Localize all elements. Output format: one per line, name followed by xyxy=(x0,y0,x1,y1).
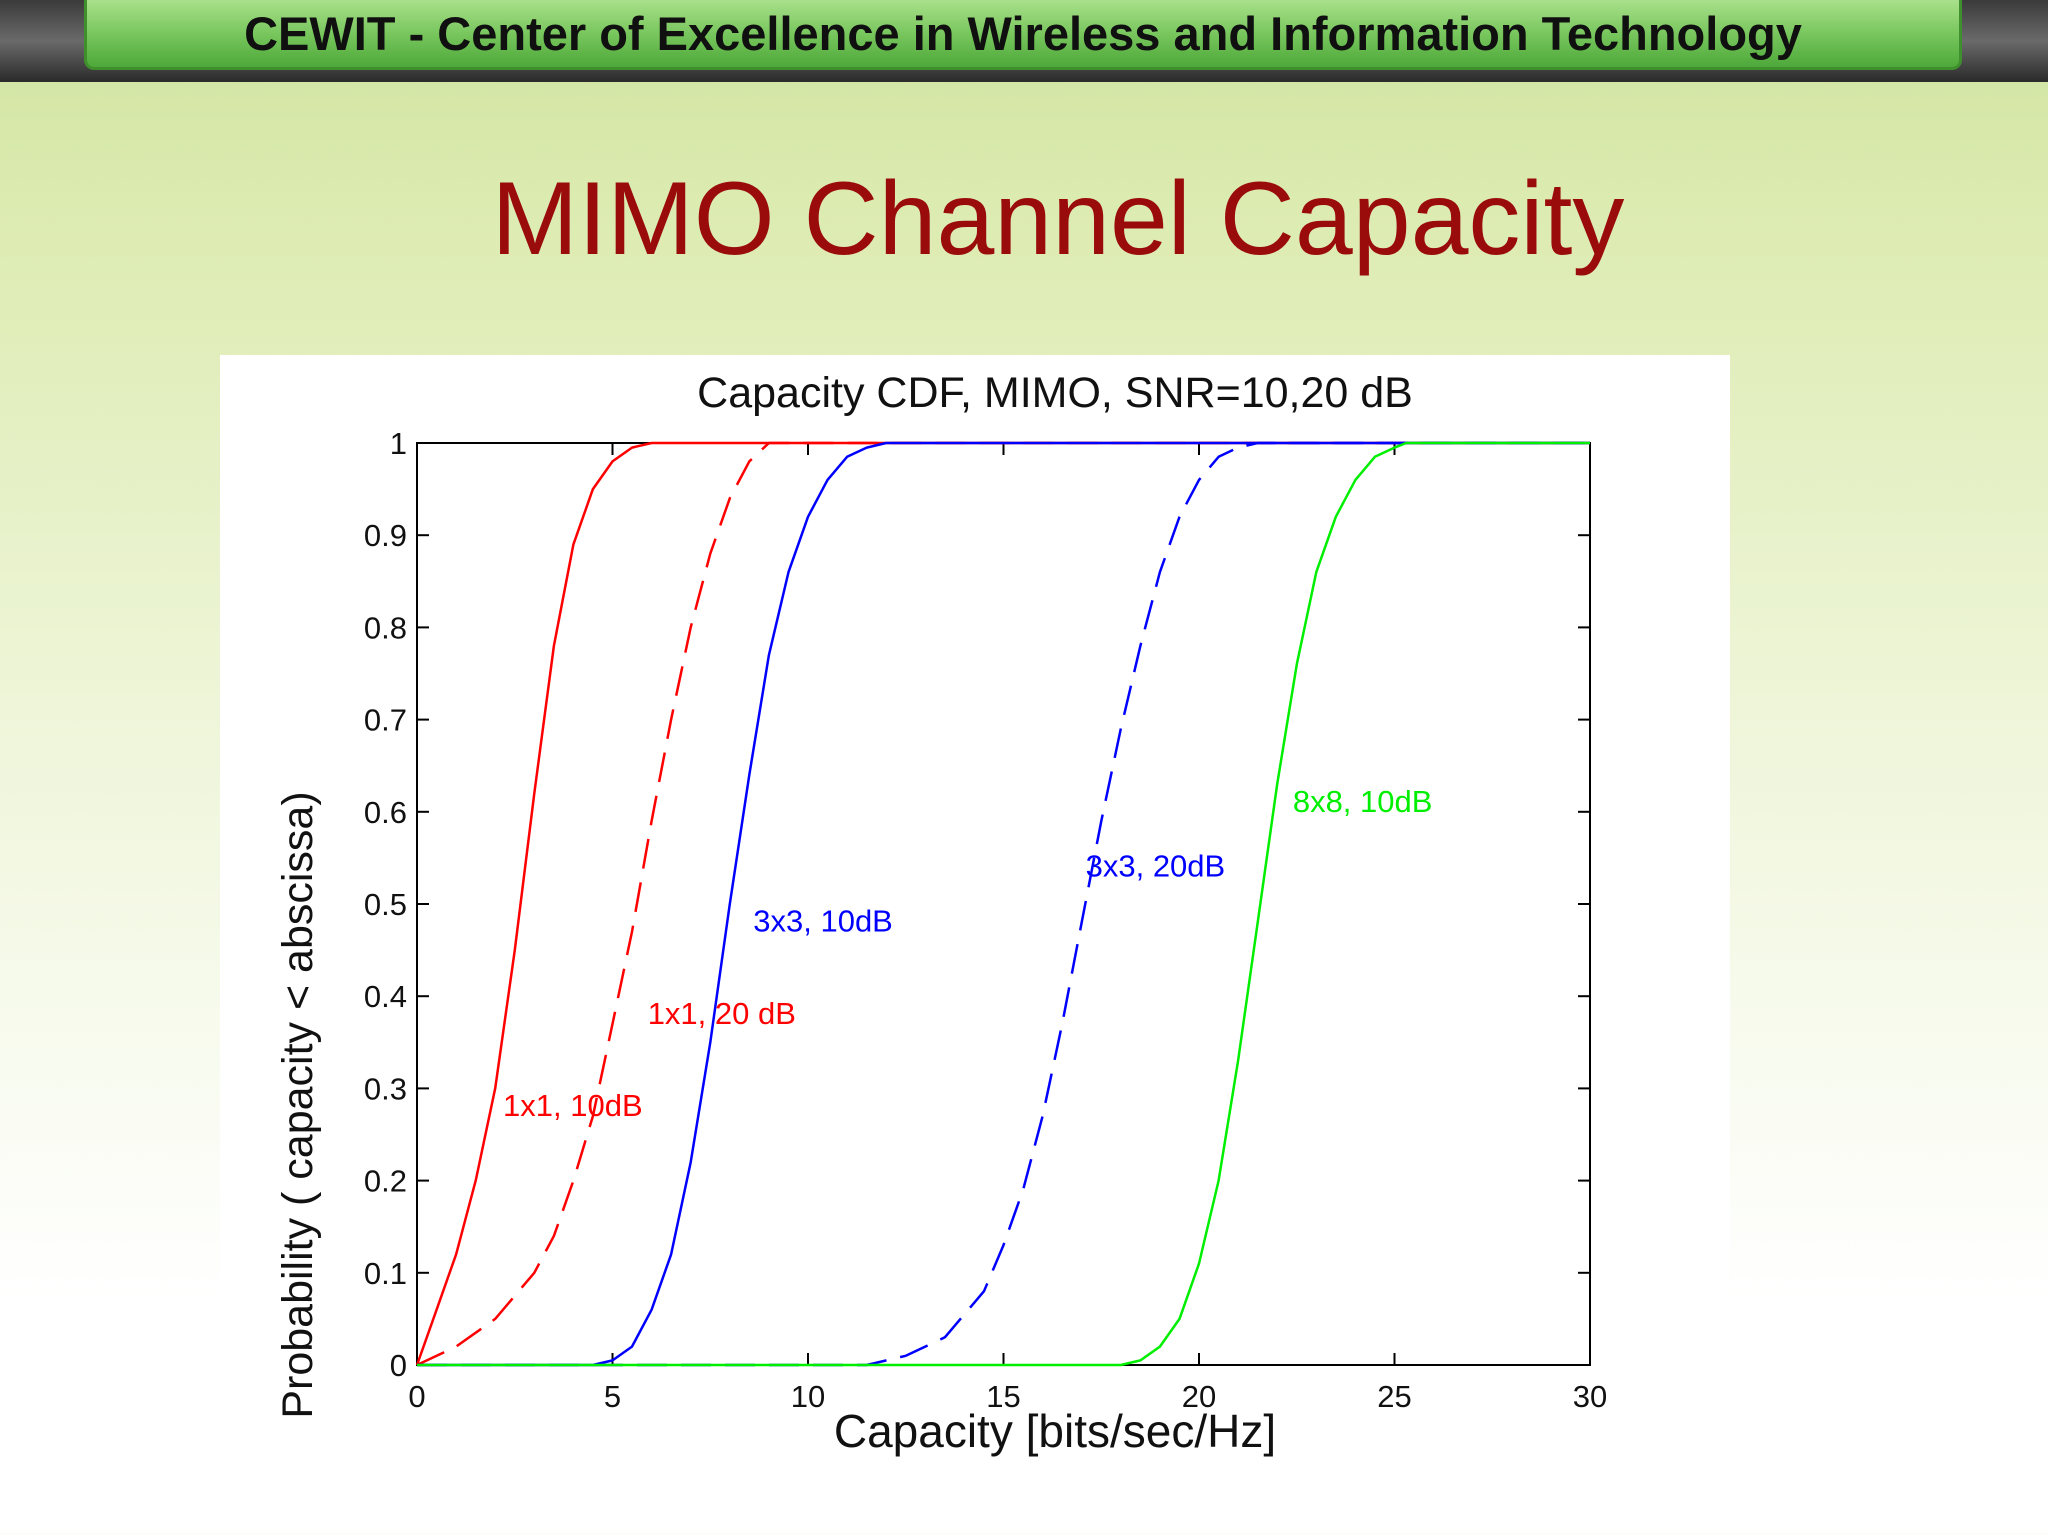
top-bar: CEWIT - Center of Excellence in Wireless… xyxy=(0,0,2048,82)
series-label-2: 1x1, 20 dB xyxy=(648,996,796,1031)
slide-title: MIMO Channel Capacity xyxy=(491,161,1625,277)
x-tick-label: 25 xyxy=(1377,1379,1411,1414)
series-label-1: 1x1, 10dB xyxy=(503,1088,643,1123)
y-tick-label: 0.2 xyxy=(364,1164,407,1199)
y-tick-label: 0.9 xyxy=(364,518,407,553)
y-axis-label: Probability ( capacity < abscissa) xyxy=(274,791,322,1418)
y-tick-label: 1 xyxy=(390,426,407,461)
x-tick-label: 10 xyxy=(791,1379,825,1414)
y-tick-label: 0.1 xyxy=(364,1256,407,1291)
series-line-4 xyxy=(417,441,1590,1367)
y-tick-label: 0.6 xyxy=(364,795,407,830)
series-line-1 xyxy=(415,441,1590,1366)
chart-figure: Capacity CDF, MIMO, SNR=10,20 dB Capacit… xyxy=(220,355,1730,1490)
x-tick-label: 20 xyxy=(1182,1379,1216,1414)
header-banner: CEWIT - Center of Excellence in Wireless… xyxy=(84,0,1962,70)
x-tick-label: 30 xyxy=(1573,1379,1607,1414)
series-line-3 xyxy=(417,441,1590,1367)
y-tick-label: 0.8 xyxy=(364,610,407,645)
series-label-4: 3x3, 20dB xyxy=(1086,848,1226,883)
series-lines xyxy=(415,441,1590,1367)
y-tick-label: 0 xyxy=(390,1348,407,1383)
cdf-chart: Capacity CDF, MIMO, SNR=10,20 dB Capacit… xyxy=(274,369,1607,1457)
series-label-5: 8x8, 10dB xyxy=(1293,784,1433,819)
plot-frame xyxy=(416,442,1591,1366)
x-axis-label: Capacity [bits/sec/Hz] xyxy=(834,1405,1276,1457)
series-line-5 xyxy=(417,441,1590,1367)
y-tick-label: 0.5 xyxy=(364,887,407,922)
y-tick-label: 0.3 xyxy=(364,1071,407,1106)
series-line-2 xyxy=(416,441,1590,1367)
y-tick-label: 0.4 xyxy=(364,979,407,1014)
x-tick-label: 5 xyxy=(604,1379,621,1414)
chart-title: Capacity CDF, MIMO, SNR=10,20 dB xyxy=(697,369,1413,417)
banner-text: CEWIT - Center of Excellence in Wireless… xyxy=(244,7,1802,60)
series-labels: 1x1, 10dB 1x1, 20 dB 3x3, 10dB 3x3, 20dB 8x8… xyxy=(503,784,1432,1123)
x-tick-label: 15 xyxy=(986,1379,1020,1414)
y-tick-label: 0.7 xyxy=(364,703,407,738)
axes: 0 5 10 15 20 25 30 0 0.1 0.2 0.3 0.4 0.5 0.6 0.7 0.8 0.9… xyxy=(364,426,1607,1414)
x-tick-label: 0 xyxy=(408,1379,425,1414)
series-label-3: 3x3, 10dB xyxy=(753,904,893,939)
